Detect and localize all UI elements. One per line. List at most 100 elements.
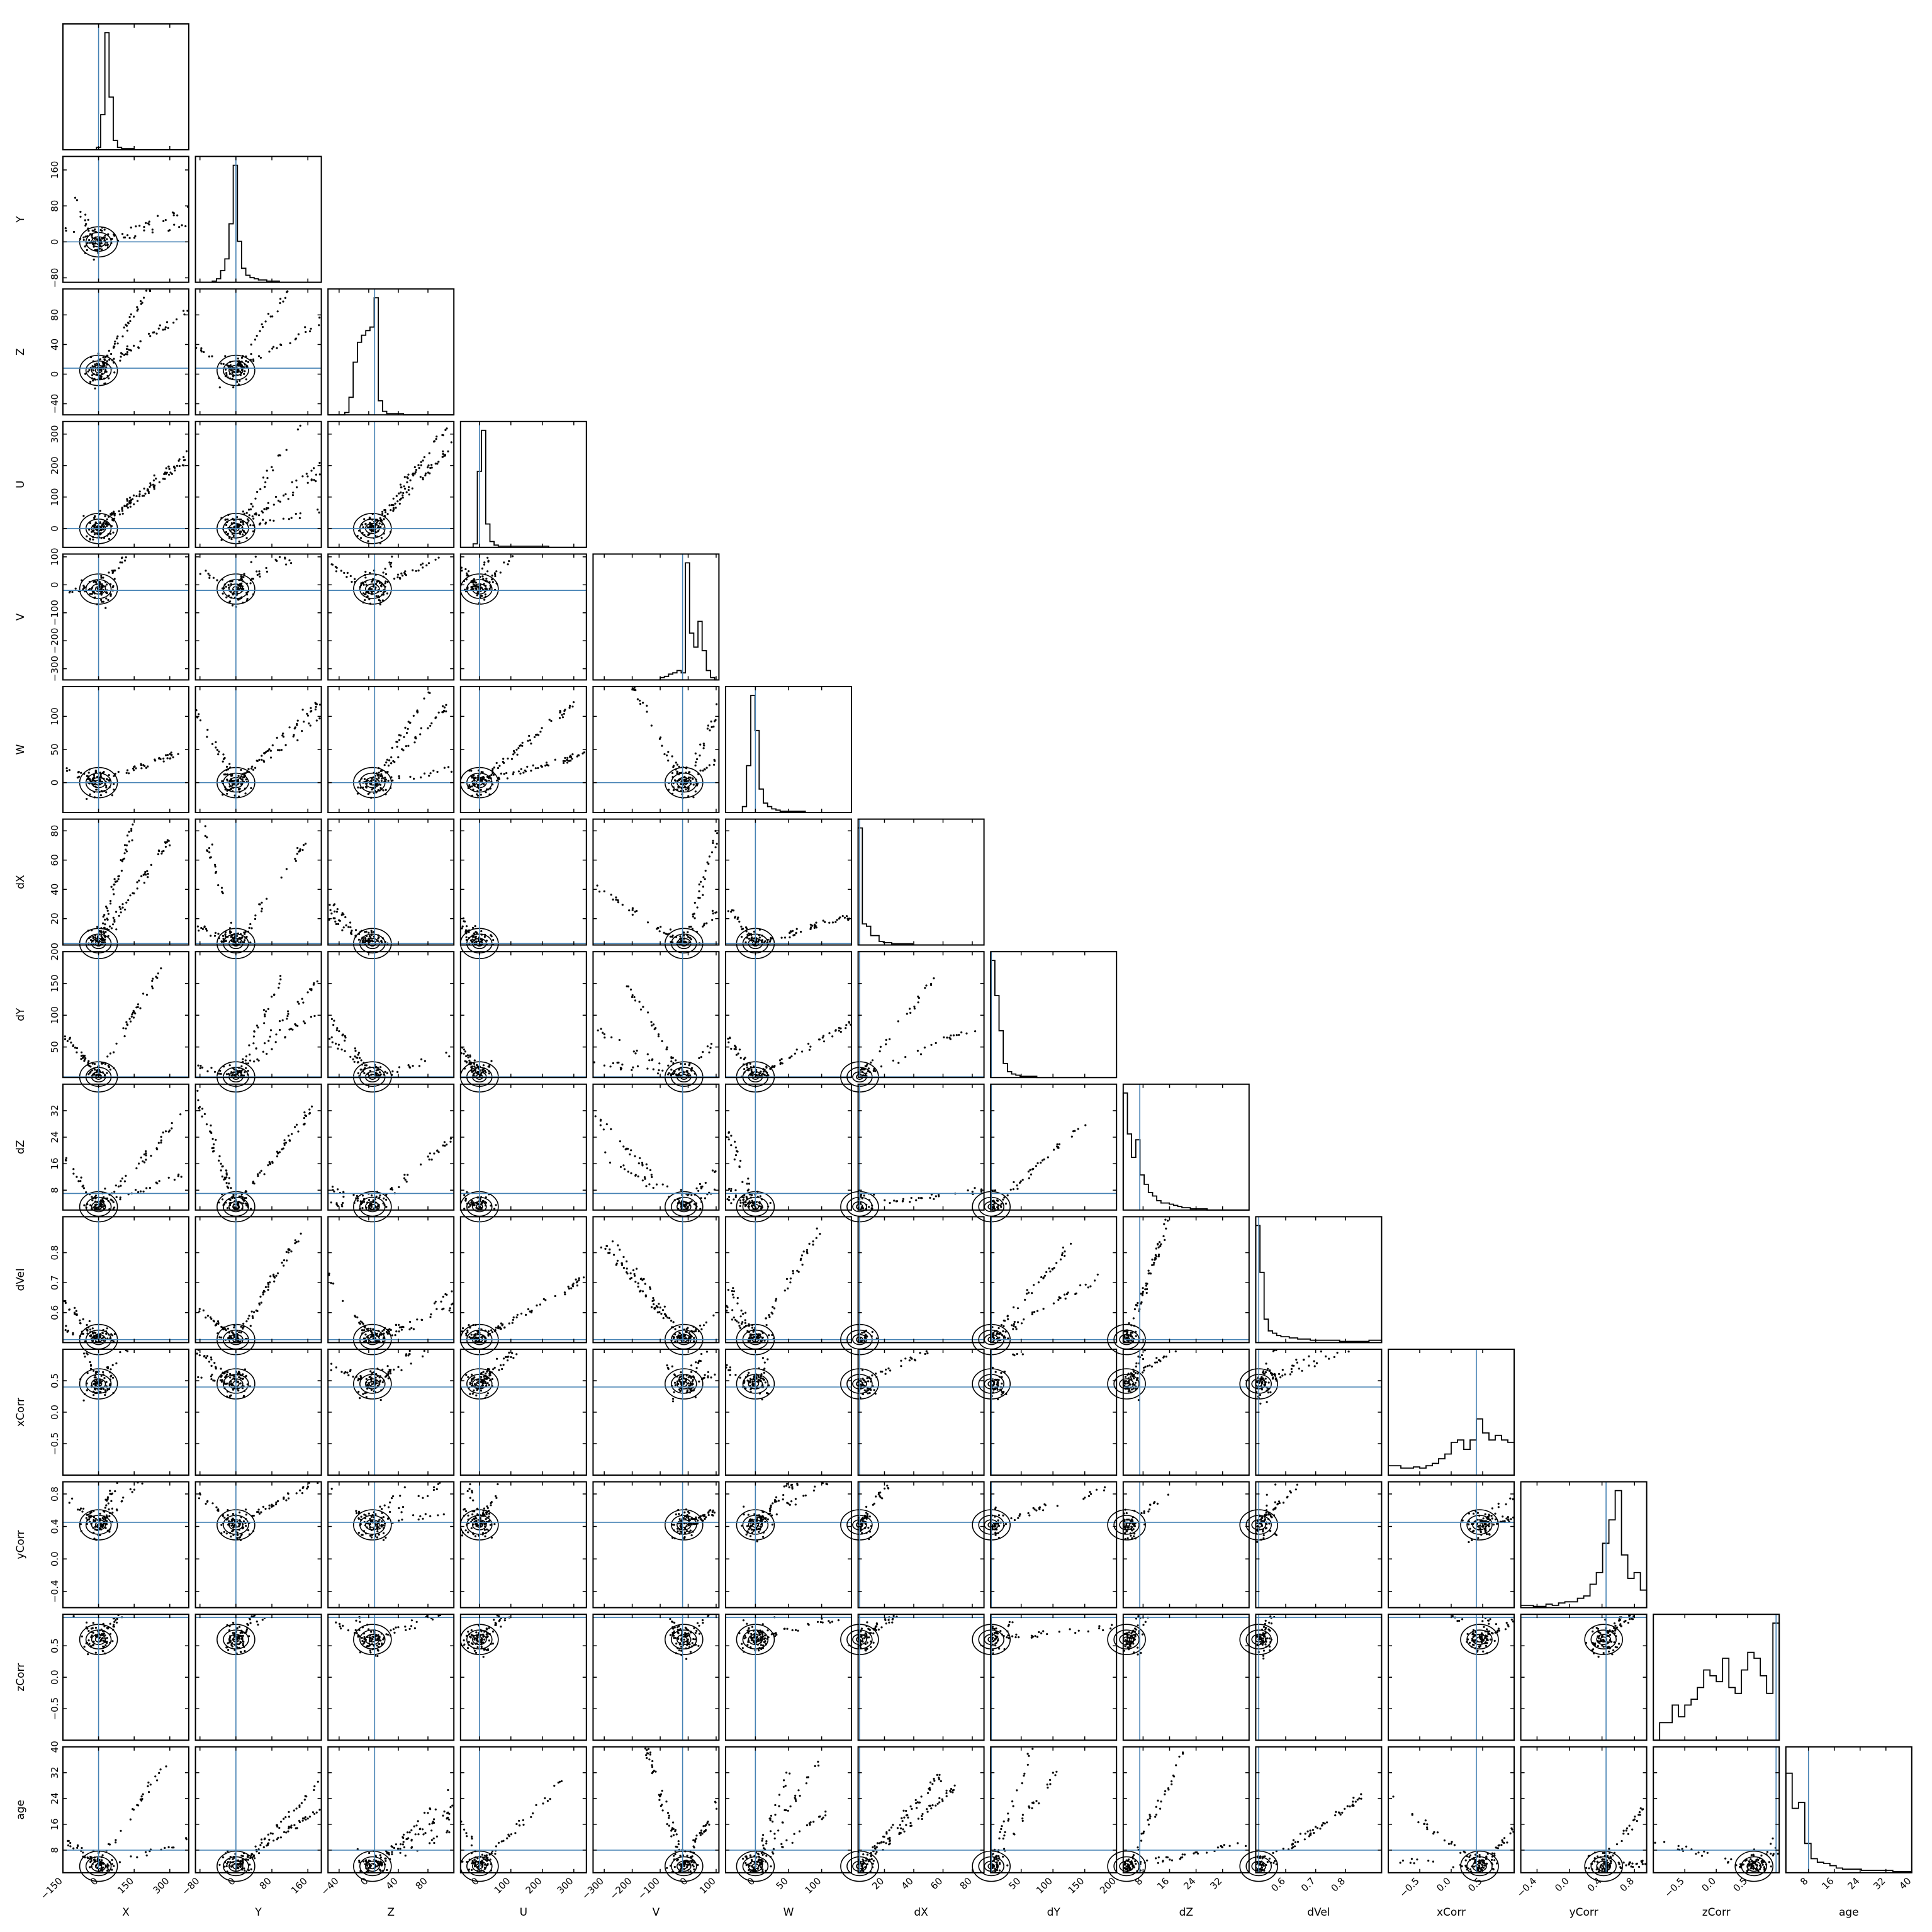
- sample-point: [335, 570, 338, 573]
- sample-point: [1016, 1184, 1018, 1187]
- sample-point: [600, 1028, 602, 1030]
- sample-point: [206, 729, 209, 731]
- sample-point: [407, 1174, 409, 1176]
- sample-point: [610, 1128, 612, 1130]
- sample-point: [83, 1060, 86, 1062]
- sample-point: [125, 850, 128, 853]
- sample-point: [272, 519, 275, 522]
- sample-point: [204, 825, 206, 828]
- sample-point: [668, 1072, 670, 1074]
- sample-point: [122, 1027, 125, 1030]
- sample-point: [282, 300, 284, 303]
- sample-point: [639, 1157, 641, 1159]
- sample-point: [471, 1065, 473, 1068]
- sample-point: [761, 1072, 764, 1075]
- sample-point: [405, 732, 408, 734]
- sample-point: [296, 719, 299, 722]
- sample-point: [716, 703, 718, 705]
- sample-point: [277, 500, 280, 502]
- sample-point: [706, 1045, 709, 1048]
- sample-point: [534, 767, 537, 770]
- sample-point: [530, 742, 532, 745]
- sample-point: [138, 493, 141, 495]
- sample-point: [639, 703, 642, 705]
- sample-point: [257, 1059, 260, 1062]
- sample-point: [318, 324, 320, 327]
- sample-point: [218, 386, 221, 389]
- sample-point: [218, 1155, 221, 1157]
- sample-point: [646, 1053, 649, 1055]
- sample-point: [566, 756, 569, 759]
- sample-point: [433, 440, 436, 442]
- sample-point: [408, 493, 410, 496]
- sample-point: [226, 778, 228, 781]
- sample-point: [216, 579, 218, 581]
- sample-point: [289, 342, 291, 345]
- sample-point: [269, 1163, 272, 1165]
- sample-point: [335, 1042, 337, 1045]
- sample-point: [632, 1066, 634, 1069]
- sample-point: [103, 228, 106, 231]
- sample-point: [281, 1019, 284, 1021]
- sample-point: [923, 1047, 926, 1049]
- sample-point: [135, 1006, 138, 1009]
- sample-point: [225, 596, 228, 598]
- sample-point: [305, 843, 307, 845]
- sample-point: [727, 910, 729, 913]
- sample-point: [298, 1003, 300, 1005]
- sample-point: [127, 348, 130, 351]
- panel-frame: [62, 951, 189, 1079]
- sample-point: [259, 575, 261, 578]
- sample-point: [113, 783, 115, 785]
- sample-point: [702, 1051, 704, 1053]
- sample-point: [396, 745, 398, 748]
- sample-point: [294, 1023, 296, 1026]
- sample-point: [646, 710, 648, 713]
- sample-point: [250, 502, 252, 505]
- sample-point: [1057, 1147, 1060, 1149]
- sample-point: [801, 1050, 804, 1053]
- sample-point: [278, 1020, 281, 1023]
- sample-point: [483, 583, 485, 585]
- sample-point: [629, 1153, 631, 1155]
- sample-point: [376, 1206, 378, 1208]
- sample-point: [93, 783, 96, 785]
- sample-point: [216, 748, 218, 751]
- sample-point: [225, 372, 228, 374]
- sample-point: [694, 790, 697, 793]
- sample-point: [113, 884, 115, 886]
- sample-point: [483, 561, 486, 564]
- sample-point: [356, 534, 359, 537]
- sample-point: [362, 583, 365, 586]
- sample-point: [242, 521, 244, 524]
- sample-point: [125, 1021, 128, 1023]
- sample-point: [280, 749, 283, 751]
- sample-point: [599, 1124, 602, 1126]
- sample-point: [341, 912, 344, 914]
- sample-point: [180, 1176, 183, 1178]
- sample-point: [408, 486, 410, 488]
- sample-point: [134, 1012, 137, 1014]
- sample-point: [85, 223, 87, 225]
- sample-point: [227, 518, 229, 520]
- sample-point: [132, 892, 134, 894]
- sample-point: [436, 1150, 439, 1152]
- sample-point: [428, 775, 430, 777]
- sample-point: [411, 487, 413, 490]
- sample-point: [337, 1043, 340, 1046]
- sample-point: [1002, 1198, 1004, 1201]
- sample-point: [344, 1040, 346, 1042]
- panel-frame: [194, 420, 322, 548]
- sample-point: [578, 754, 580, 756]
- sample-point: [751, 1194, 753, 1196]
- sample-point: [996, 1199, 999, 1202]
- sample-point: [448, 1055, 451, 1058]
- sample-point: [688, 776, 690, 779]
- sample-point: [211, 843, 213, 846]
- sample-point: [271, 315, 274, 318]
- sample-point: [663, 931, 665, 934]
- sample-point: [279, 1028, 281, 1031]
- sample-point: [809, 928, 812, 930]
- sample-point: [145, 1154, 147, 1157]
- sample-point: [87, 218, 89, 221]
